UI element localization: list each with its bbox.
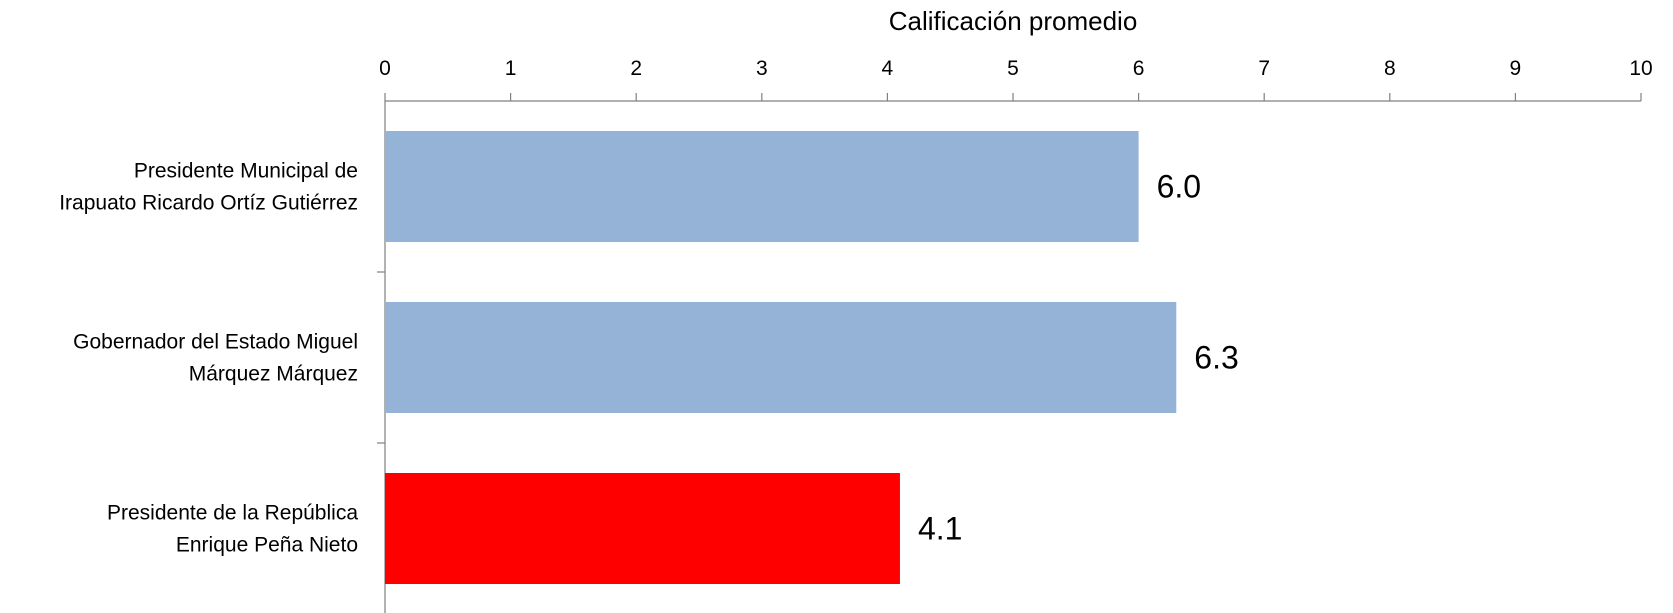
x-tick-label: 6 <box>1133 57 1145 80</box>
category-label-line: Presidente de la República <box>107 502 358 525</box>
bar <box>385 473 900 584</box>
category-label: Gobernador del Estado Miguel Márquez Márq… <box>73 331 358 386</box>
category-label: Presidente Municipal de Irapuato Ricardo … <box>59 160 358 215</box>
x-tick-label: 4 <box>882 57 894 80</box>
x-tick-label: 2 <box>630 57 642 80</box>
x-tick-label: 8 <box>1384 57 1396 80</box>
x-tick-label: 9 <box>1510 57 1522 80</box>
x-tick-label: 10 <box>1629 57 1652 80</box>
category-label-line: Gobernador del Estado Miguel <box>73 331 358 354</box>
x-tick-label: 5 <box>1007 57 1019 80</box>
x-axis-ticks: 0 1 2 3 4 5 6 7 8 9 10 <box>379 57 1653 101</box>
x-tick-label: 7 <box>1258 57 1270 80</box>
category-label-line: Presidente Municipal de <box>134 160 358 183</box>
bar <box>385 302 1177 413</box>
data-label: 6.3 <box>1194 340 1238 376</box>
data-labels: 6.0 6.3 4.1 <box>918 169 1239 547</box>
x-axis-title: Calificación promedio <box>889 6 1138 36</box>
bars <box>385 131 1177 584</box>
x-tick-label: 0 <box>379 57 391 80</box>
category-label-line: Enrique Peña Nieto <box>176 534 358 557</box>
category-label-line: Irapuato Ricardo Ortíz Gutiérrez <box>59 192 358 215</box>
category-labels: Presidente Municipal de Irapuato Ricardo … <box>59 160 358 557</box>
bar <box>385 131 1139 242</box>
category-label-line: Márquez Márquez <box>189 363 358 386</box>
data-label: 4.1 <box>918 511 962 547</box>
category-label: Presidente de la República Enrique Peña N… <box>107 502 358 557</box>
x-tick-label: 1 <box>505 57 517 80</box>
data-label: 6.0 <box>1157 169 1201 205</box>
x-tick-label: 3 <box>756 57 768 80</box>
